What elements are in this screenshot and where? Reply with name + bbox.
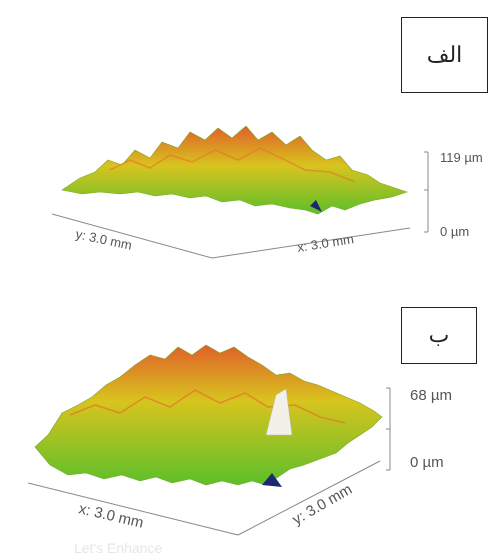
surface-deep-a [310,200,322,212]
axis-x-label-b: x: 3.0 mm [77,500,145,531]
watermark: Let's Enhance [74,540,163,556]
axis-y-line-a [211,227,411,259]
panel-label-a: الف [401,17,488,93]
surface-deep-b [262,473,282,487]
axis-x-label-a: y: 3.0 mm [74,226,133,253]
surface-plot-a: y: 3.0 mm x: 3.0 mm 119 µm 0 µm [51,125,483,259]
z-max-label-b: 68 µm [410,387,452,404]
surface-plot-b: x: 3.0 mm y: 3.0 mm 68 µm 0 µm Let's Enh… [27,344,452,556]
surface-ridges-b [69,389,346,424]
surface-ridges-a [109,147,356,183]
z-min-label-a: 0 µm [440,224,469,239]
axis-x-line-b [27,482,239,536]
surface-panel-a: y: 3.0 mm x: 3.0 mm 119 µm 0 µm الف [51,17,488,259]
axis-y-line-b [237,460,381,536]
axis-y-label-b: y: 3.0 mm [290,481,356,529]
axis-x-line-a [51,213,213,259]
z-min-label-b: 0 µm [410,454,444,471]
surface-panel-b: x: 3.0 mm y: 3.0 mm 68 µm 0 µm Let's Enh… [0,285,497,559]
axis-y-label-a: x: 3.0 mm [296,231,355,255]
surface-mesh-a [61,125,408,215]
z-max-label-a: 119 µm [440,150,483,165]
panel-label-b: ب [401,307,477,364]
surface-mesh-b [34,344,383,486]
surface-peak-b [265,388,293,436]
